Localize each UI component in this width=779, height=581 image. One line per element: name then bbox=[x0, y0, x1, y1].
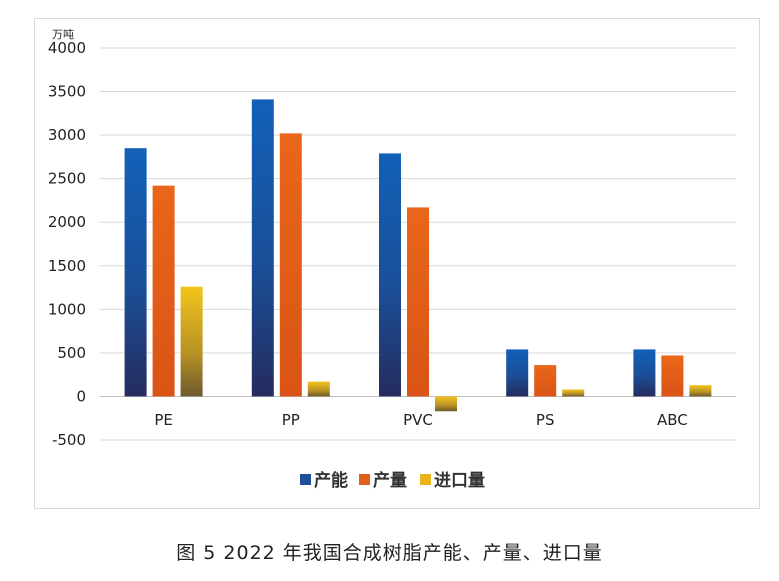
y-tick-label: 3500 bbox=[48, 83, 86, 101]
figure-caption: 图 5 2022 年我国合成树脂产能、产量、进口量 bbox=[176, 542, 603, 564]
y-axis-unit-label: 万吨 bbox=[52, 28, 74, 41]
x-axis-categories: PE PP PVC PS ABC bbox=[154, 411, 687, 429]
y-tick-label: -500 bbox=[52, 431, 86, 449]
bar-pp-series-2 bbox=[307, 381, 330, 397]
bar-pvc-series-1 bbox=[407, 207, 429, 397]
gridlines bbox=[100, 47, 736, 441]
x-category-label: PE bbox=[154, 411, 173, 429]
bar-pe-series-1 bbox=[152, 185, 175, 397]
bar-pvc-series-2 bbox=[435, 396, 457, 412]
bar-pe-series-2 bbox=[180, 286, 203, 397]
legend-label: 产能 bbox=[314, 470, 348, 491]
y-tick-label: 1500 bbox=[48, 257, 86, 275]
bar-abc-series-0 bbox=[633, 349, 656, 397]
legend: 产能 产量 进口量 bbox=[300, 470, 485, 491]
x-category-label: PP bbox=[282, 411, 300, 429]
y-tick-label: 0 bbox=[76, 387, 86, 405]
x-category-label: PS bbox=[536, 411, 555, 429]
y-axis-ticks: -500 0 500 1000 1500 2000 2500 3000 3500 4000 bbox=[48, 39, 86, 449]
bar-abc-series-1 bbox=[661, 355, 684, 397]
bar-pvc-series-0 bbox=[379, 153, 401, 397]
bar-pp-series-0 bbox=[251, 99, 274, 397]
legend-swatch bbox=[300, 474, 311, 485]
bar-ps-series-1 bbox=[534, 365, 557, 397]
legend-swatch bbox=[420, 474, 431, 485]
bar-pp-series-1 bbox=[279, 133, 302, 397]
bar-pe-series-0 bbox=[124, 148, 147, 397]
bars bbox=[124, 99, 712, 412]
x-category-label: PVC bbox=[403, 411, 433, 429]
y-tick-label: 500 bbox=[57, 344, 86, 362]
x-category-label: ABC bbox=[657, 411, 688, 429]
legend-label: 产量 bbox=[373, 470, 407, 491]
bar-abc-series-2 bbox=[689, 385, 712, 397]
legend-swatch bbox=[359, 474, 370, 485]
y-tick-label: 2000 bbox=[48, 213, 86, 231]
y-tick-label: 4000 bbox=[48, 39, 86, 57]
y-tick-label: 1000 bbox=[48, 300, 86, 318]
legend-label: 进口量 bbox=[434, 470, 485, 491]
y-tick-label: 2500 bbox=[48, 170, 86, 188]
bar-ps-series-2 bbox=[562, 389, 585, 397]
bar-ps-series-0 bbox=[506, 349, 529, 397]
y-tick-label: 3000 bbox=[48, 126, 86, 144]
